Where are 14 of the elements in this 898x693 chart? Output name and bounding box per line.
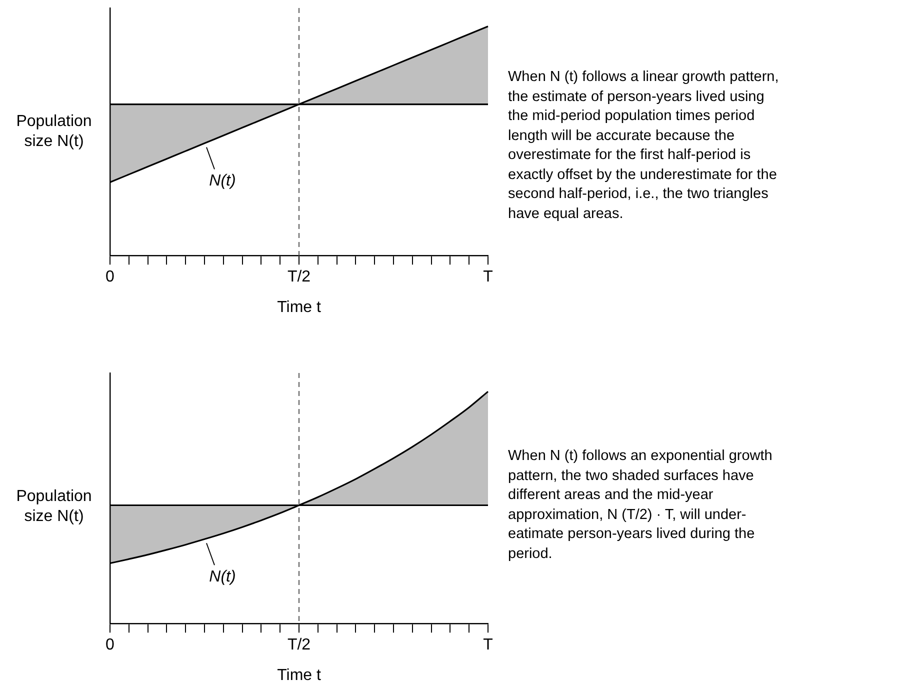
x-tick-label: T xyxy=(483,268,494,286)
text: When N (t) follows an exponential growth pattern, the two shaded surfaces have different areas and the mid-year approximation, N (T/2) · T, will under-eatimate person-years lived during the period. xyxy=(508,447,774,564)
y-axis-title: Population size N(t) xyxy=(15,112,93,152)
annotation: N(t) xyxy=(209,172,236,190)
x-tick-label: T xyxy=(483,636,494,654)
y-axis-title: Population size N(t) xyxy=(15,487,93,527)
x-axis-title: Time t xyxy=(277,298,322,316)
x-tick-label: 0 xyxy=(106,268,115,286)
x-axis-title: Time t xyxy=(277,666,322,684)
x-tick-label: T/2 xyxy=(287,636,311,654)
annotation: N(t) xyxy=(209,568,236,586)
text: When N (t) follows a linear growth pattern, the estimate of person-years lived using the mid-period population times period length will be accurate because the overestimate for the first half-period is exactly offset by the underestimate for the second half-period, i.e., the two triangles have equal areas. xyxy=(508,68,780,224)
x-tick-label: 0 xyxy=(106,636,115,654)
x-tick-label: T/2 xyxy=(287,268,311,286)
